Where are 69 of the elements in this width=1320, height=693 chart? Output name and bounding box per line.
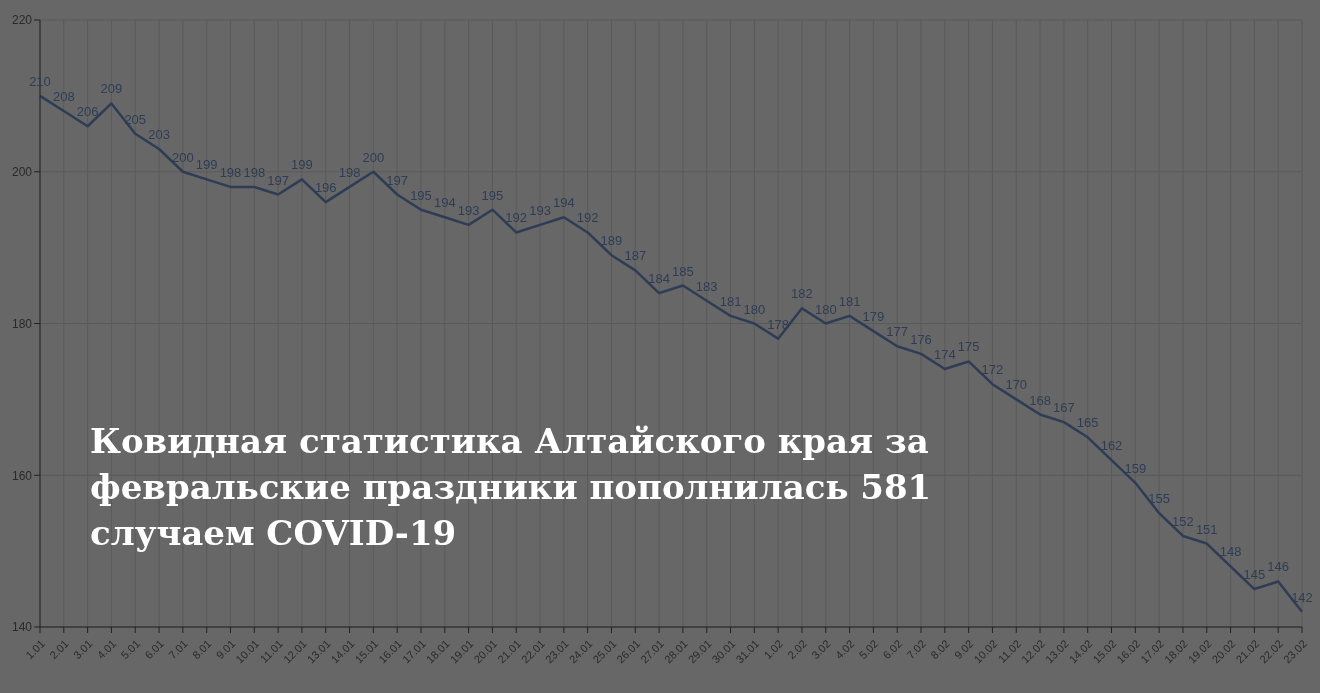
data-label: 179 — [862, 309, 885, 325]
data-label: 182 — [791, 286, 813, 302]
data-label: 208 — [52, 89, 75, 105]
data-label: 198 — [243, 164, 266, 180]
data-label: 206 — [76, 104, 99, 120]
data-label: 183 — [695, 278, 718, 294]
data-label: 199 — [195, 157, 218, 173]
x-tick-label: 9.01 — [213, 637, 238, 662]
x-tick-label: 3.01 — [70, 637, 95, 662]
data-label: 151 — [1195, 521, 1218, 537]
data-label: 181 — [838, 293, 861, 309]
data-label: 198 — [219, 164, 242, 180]
x-tick-label: 1.01 — [23, 637, 47, 662]
data-label: 159 — [1124, 460, 1147, 476]
data-label: 176 — [910, 331, 932, 347]
x-tick-label: 2.01 — [47, 637, 71, 662]
data-label: 210 — [29, 73, 51, 89]
text: Ковидная статистика Алтайского края за февральские праздники пополнилась 581 случаем COVID-19 — [90, 420, 933, 555]
data-label: 181 — [719, 293, 742, 309]
data-label: 199 — [291, 157, 313, 173]
data-label: 184 — [648, 271, 670, 287]
data-label: 200 — [362, 149, 385, 165]
x-tick-label: 8.01 — [189, 637, 214, 662]
data-label: 193 — [457, 202, 480, 218]
data-label: 148 — [1219, 544, 1242, 560]
x-tick-label: 4.01 — [94, 637, 119, 662]
data-label: 209 — [100, 81, 123, 97]
data-label: 192 — [576, 210, 599, 226]
data-label: 146 — [1267, 559, 1290, 575]
data-label: 192 — [505, 210, 528, 226]
data-label: 194 — [553, 195, 575, 211]
data-label: 200 — [172, 149, 194, 165]
data-label: 170 — [1005, 377, 1028, 393]
data-label: 197 — [267, 172, 289, 188]
data-label: 162 — [1100, 438, 1123, 454]
data-label: 196 — [314, 180, 337, 196]
x-tick-label: 7.01 — [166, 637, 190, 662]
data-label: 172 — [981, 362, 1004, 378]
data-label: 145 — [1243, 567, 1266, 583]
data-label: 198 — [338, 164, 361, 180]
data-label: 177 — [886, 324, 909, 340]
data-label: 203 — [148, 126, 170, 142]
data-label: 193 — [529, 202, 551, 218]
data-label: 155 — [1148, 491, 1170, 507]
x-tick-label: 7.02 — [904, 637, 928, 662]
data-label: 174 — [933, 347, 956, 363]
x-tick-label: 4.02 — [832, 637, 857, 662]
data-label: 195 — [410, 187, 432, 203]
x-tick-label: 6.01 — [142, 637, 166, 662]
data-label: 180 — [743, 301, 766, 317]
data-label: 165 — [1076, 415, 1099, 431]
data-label: 187 — [624, 248, 647, 264]
y-tick-label: 160 — [11, 468, 33, 483]
data-label: 142 — [1291, 589, 1313, 605]
data-label: 185 — [672, 263, 694, 279]
data-label: 194 — [433, 195, 456, 211]
data-label: 195 — [481, 187, 504, 203]
y-tick-label: 200 — [11, 165, 33, 180]
y-tick-label: 180 — [11, 316, 33, 331]
data-label: 175 — [957, 339, 980, 355]
data-label: 189 — [600, 233, 623, 249]
y-tick-label: 220 — [11, 13, 33, 28]
data-label: 197 — [386, 172, 409, 188]
data-label: 152 — [1172, 513, 1194, 529]
x-tick-label: 5.01 — [118, 637, 143, 662]
data-label: 167 — [1053, 400, 1075, 416]
data-label: 180 — [814, 301, 837, 317]
data-label: 168 — [1029, 392, 1051, 408]
y-tick-label: 140 — [11, 620, 33, 635]
